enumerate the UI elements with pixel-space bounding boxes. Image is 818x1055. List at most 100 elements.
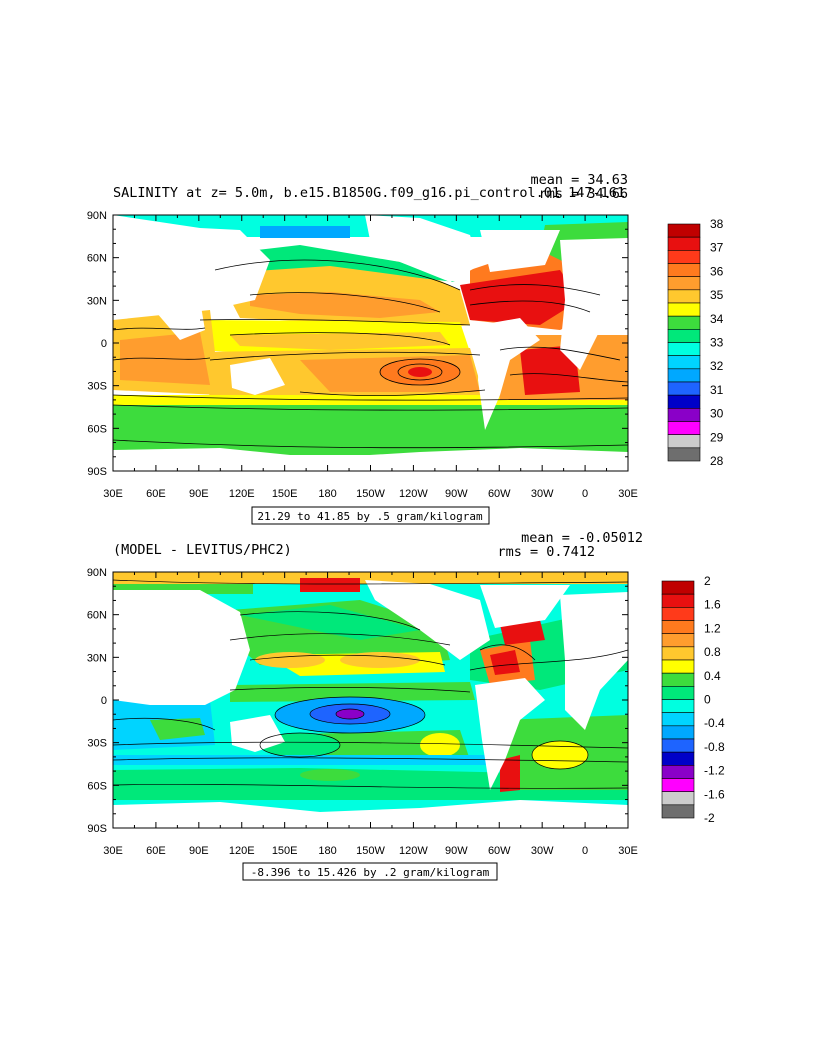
panel-1-rms: rms = 34.66 (539, 186, 628, 202)
colorbar-label: 34 (710, 312, 724, 326)
x-tick-label: 0 (582, 845, 588, 857)
colorbar-swatch (667, 236, 701, 251)
x-tick-label: 150E (272, 845, 298, 857)
panel-2-range-box (242, 862, 498, 881)
y-tick-label: 30N (87, 652, 107, 664)
colorbar-label: -0.4 (704, 716, 725, 730)
x-tick-label: 30W (531, 488, 554, 500)
x-tick-label: 30E (103, 488, 123, 500)
colorbar-swatch (661, 804, 695, 819)
x-tick-label: 30E (103, 845, 123, 857)
y-tick-label: 90N (87, 210, 107, 222)
colorbar-swatch (667, 408, 701, 422)
colorbar-swatch (661, 646, 695, 661)
colorbar-label: 36 (710, 264, 724, 278)
colorbar-label: 0 (704, 693, 711, 707)
colorbar-swatch (667, 302, 701, 317)
x-tick-label: 30E (618, 488, 638, 500)
panel-1-mean: mean = 34.63 (530, 172, 628, 188)
colorbar-swatch (667, 289, 701, 304)
colorbar-swatch (661, 580, 695, 595)
x-tick-label: 60W (488, 845, 511, 857)
panel-1-contours (113, 259, 628, 449)
x-tick-label: 90W (445, 488, 468, 500)
panel-salinity: SALINITY at z= 5.0m, b.e15.B1850G.f09_g1… (87, 172, 724, 525)
colorbar-label: 1.2 (704, 621, 721, 635)
land-eurasia-west (113, 215, 210, 302)
y-tick-label: 30S (87, 381, 107, 393)
panel-1-title: SALINITY at z= 5.0m, b.e15.B1850G.f09_g1… (113, 185, 625, 201)
x-tick-label: 150W (356, 488, 385, 500)
y-tick-label: 90S (87, 823, 107, 835)
colorbar-label: 30 (710, 407, 724, 421)
panel-2-mean: mean = -0.05012 (521, 530, 643, 546)
colorbar-label: 2 (704, 574, 711, 588)
land-africa-2 (560, 592, 628, 730)
y-tick-label: 0 (101, 338, 107, 350)
x-tick-label: 150W (356, 845, 385, 857)
colorbar-swatch (661, 778, 695, 792)
colorbar-swatch (667, 342, 701, 356)
panel-2-rms: rms = 0.7412 (497, 544, 595, 560)
panel-1-axes: 30E 60E 90E 120E 150E 180 150W 120W 90W 60W 30W 0 30… (87, 210, 638, 500)
x-tick-label: 90E (189, 488, 209, 500)
colorbar-swatch (661, 659, 695, 674)
colorbar-swatch (667, 276, 701, 291)
colorbar-swatch (667, 355, 701, 370)
y-tick-label: 60S (87, 780, 107, 792)
x-tick-label: 0 (582, 488, 588, 500)
colorbar-label: -1.2 (704, 764, 725, 778)
y-tick-label: 60N (87, 610, 107, 622)
colorbar-label: 35 (710, 288, 724, 302)
land-australia-2 (230, 715, 285, 752)
colorbar-swatch (667, 447, 701, 462)
colorbar-swatch (667, 250, 701, 264)
land-south-america-2 (475, 678, 545, 790)
colorbar-label: -2 (704, 811, 715, 825)
x-tick-label: 60E (146, 845, 166, 857)
colorbar-label: 38 (710, 217, 724, 231)
colorbar-swatch (661, 738, 695, 753)
colorbar-label: 1.6 (704, 598, 721, 612)
colorbar-label: 29 (710, 430, 724, 444)
y-tick-label: 30S (87, 738, 107, 750)
colorbar-swatch (661, 686, 695, 700)
colorbar-swatch (667, 394, 701, 409)
y-tick-label: 90N (87, 567, 107, 579)
colorbar-swatch (661, 725, 695, 740)
colorbar-swatch (667, 263, 701, 277)
colorbar-label: -0.8 (704, 740, 725, 754)
x-tick-label: 90E (189, 845, 209, 857)
colorbar-swatch (661, 712, 695, 727)
panel-1-map (113, 215, 628, 471)
colorbar-swatch (667, 223, 701, 238)
land-north-america-2 (365, 580, 490, 660)
panel-2-contours (113, 579, 628, 789)
y-tick-label: 90S (87, 466, 107, 478)
panel-2-title: (MODEL - LEVITUS/PHC2) (113, 542, 292, 558)
colorbar-label: 0.8 (704, 645, 721, 659)
land-australia (230, 358, 285, 395)
x-tick-label: 180 (318, 488, 336, 500)
colorbar-swatch (667, 368, 701, 383)
colorbar-label: 37 (710, 241, 724, 255)
x-tick-label: 60W (488, 488, 511, 500)
x-tick-label: 180 (318, 845, 336, 857)
colorbar-label: 31 (710, 383, 724, 397)
colorbar-label: 32 (710, 359, 724, 373)
land-south-america (478, 318, 540, 430)
north-atlantic-fill (460, 270, 580, 325)
colorbar-swatch (667, 434, 701, 449)
colorbar-swatch (661, 620, 695, 634)
x-tick-label: 60E (146, 488, 166, 500)
colorbar-swatch (661, 791, 695, 806)
x-tick-label: 120E (229, 845, 255, 857)
x-tick-label: 120E (229, 488, 255, 500)
colorbar-swatch (661, 765, 695, 779)
y-tick-label: 0 (101, 695, 107, 707)
panel-1-colorbar: 38 37 36 35 34 33 32 31 30 29 28 (667, 217, 724, 468)
panel-2-map (113, 572, 628, 828)
colorbar-swatch (667, 329, 701, 343)
x-tick-label: 120W (399, 488, 428, 500)
